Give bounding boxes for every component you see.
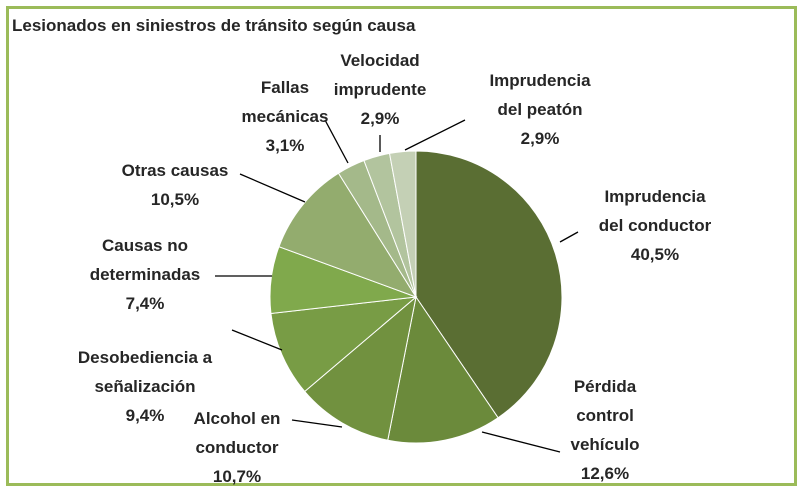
value-label: 2,9% — [520, 129, 560, 148]
pie-slice — [388, 150, 417, 298]
leader-line — [291, 419, 343, 428]
slice-label: Imprudencia del conductor 40,5% — [590, 182, 720, 269]
category-label: Imprudencia del conductor — [598, 187, 712, 235]
pie-slice — [270, 296, 418, 393]
value-label: 3,1% — [265, 136, 305, 155]
category-label: Desobediencia a señalización — [77, 348, 213, 396]
slice-label: Fallas mecánicas 3,1% — [238, 73, 333, 160]
slice-label: Otras causas 10,5% — [100, 156, 250, 214]
leader-line — [481, 431, 561, 453]
slice-label: Imprudencia del peatón 2,9% — [483, 66, 598, 153]
category-label: Causas no determinadas — [89, 236, 201, 284]
value-label: 12,6% — [580, 464, 630, 483]
leader-line — [239, 173, 306, 203]
leader-line — [324, 119, 349, 164]
category-label: Imprudencia del peatón — [489, 71, 591, 119]
chart-title: Lesionados en siniestros de tránsito seg… — [12, 16, 416, 35]
pie-slice — [415, 150, 563, 419]
value-label: 9,4% — [125, 406, 165, 425]
leader-line — [231, 329, 283, 351]
slice-label: Desobediencia a señalización 9,4% — [78, 343, 213, 430]
pie-slice — [387, 295, 499, 444]
value-label: 40,5% — [630, 245, 680, 264]
value-label: 7,4% — [125, 294, 165, 313]
slice-label: Velocidad imprudente 2,9% — [323, 46, 438, 133]
category-label: Pérdida control vehículo — [570, 377, 640, 454]
value-label: 2,9% — [360, 109, 400, 128]
value-label: 10,5% — [150, 190, 200, 209]
category-label: Otras causas — [121, 161, 229, 180]
slice-label: Causas no determinadas 7,4% — [85, 231, 205, 318]
category-label: Alcohol en conductor — [193, 409, 281, 457]
value-label: 10,7% — [212, 467, 262, 486]
leader-line — [559, 231, 579, 243]
pie-slice — [303, 295, 417, 441]
leader-line — [404, 119, 466, 151]
category-label: Velocidad imprudente — [333, 51, 427, 99]
pie-slice — [278, 172, 418, 298]
slice-label: Pérdida control vehículo 12,6% — [563, 372, 648, 488]
slice-label: Alcohol en conductor 10,7% — [185, 404, 290, 491]
category-label: Fallas mecánicas — [241, 78, 329, 126]
